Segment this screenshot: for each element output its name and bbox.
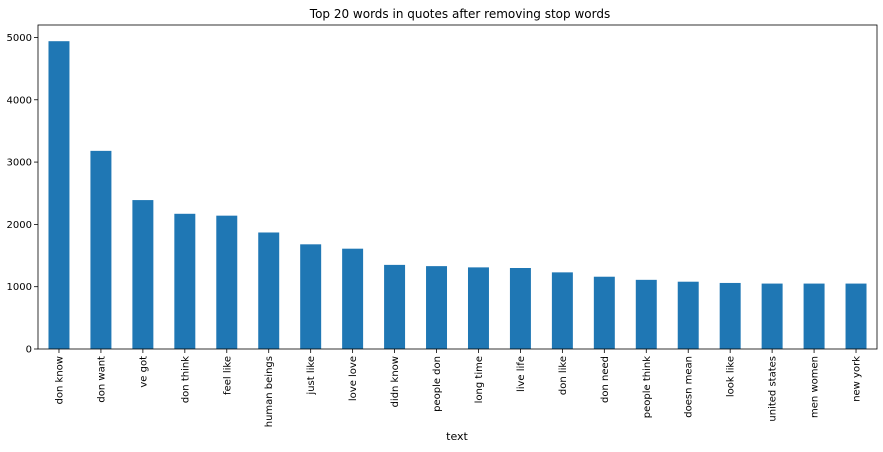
- x-tick-label: don like: [558, 356, 569, 395]
- bar: [635, 279, 657, 349]
- x-tick-label: human beings: [264, 356, 275, 427]
- bar: [258, 232, 280, 349]
- plot-frame: [37, 24, 878, 350]
- bar: [593, 276, 615, 349]
- x-axis: don know don want ve got don think feel like…: [54, 349, 863, 427]
- x-tick-label: long time: [474, 356, 485, 403]
- bar: [90, 150, 112, 349]
- x-tick-label: didn know: [390, 356, 401, 407]
- bar: [719, 282, 741, 349]
- x-tick-label: don think: [180, 356, 191, 403]
- y-tick-label: 2000: [7, 220, 32, 231]
- x-tick-label: ve got: [138, 356, 149, 388]
- bar: [677, 281, 699, 349]
- x-tick-label: people don: [432, 356, 443, 412]
- bar: [216, 215, 238, 349]
- y-axis: 0 1000 2000 3000 4000 5000: [7, 33, 38, 356]
- x-tick-label: don know: [54, 356, 65, 404]
- y-tick-label: 3000: [7, 158, 32, 169]
- bar: [803, 283, 825, 349]
- bar: [384, 264, 406, 349]
- y-tick-label: 5000: [7, 33, 32, 44]
- x-tick-label: don need: [600, 356, 611, 403]
- bar: [509, 268, 531, 349]
- bar: [48, 41, 70, 349]
- x-axis-label: text: [446, 430, 468, 443]
- bar: [426, 266, 448, 349]
- chart-title: Top 20 words in quotes after removing st…: [309, 7, 610, 21]
- bars: [48, 41, 867, 349]
- y-tick-label: 1000: [7, 282, 32, 293]
- x-tick-label: united states: [768, 356, 779, 422]
- x-tick-label: don want: [96, 356, 107, 403]
- x-tick-label: people think: [642, 356, 653, 418]
- bar: [761, 283, 783, 349]
- x-tick-label: men women: [810, 356, 821, 418]
- x-tick-label: look like: [726, 356, 737, 397]
- bar: [132, 200, 154, 349]
- x-tick-label: new york: [852, 356, 863, 402]
- bar: [845, 283, 867, 349]
- x-tick-label: love love: [348, 356, 359, 401]
- x-tick-label: feel like: [222, 356, 233, 395]
- bar: [174, 213, 196, 349]
- bar: [467, 267, 489, 349]
- x-tick-label: just like: [306, 356, 317, 396]
- bar: [551, 272, 573, 349]
- y-tick-label: 0: [26, 345, 32, 356]
- y-tick-label: 4000: [7, 95, 32, 106]
- x-tick-label: doesn mean: [684, 356, 695, 418]
- x-tick-label: live life: [516, 356, 527, 392]
- bar: [342, 248, 364, 349]
- bar: [300, 244, 322, 349]
